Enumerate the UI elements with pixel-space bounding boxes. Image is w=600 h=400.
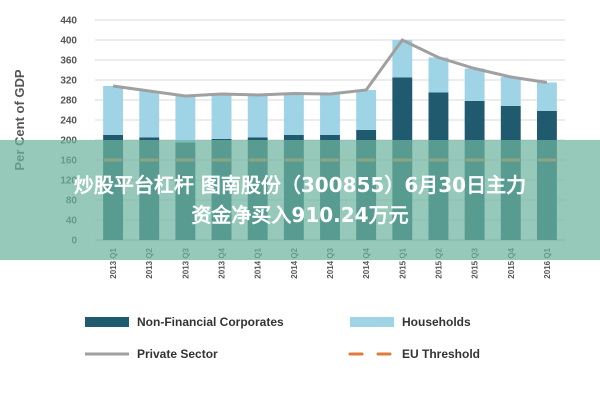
legend-label-private-sector: Private Sector	[137, 347, 218, 361]
bar-households	[392, 40, 413, 78]
bar-households	[536, 82, 557, 111]
legend-label-non-financial-corporates: Non-Financial Corporates	[137, 315, 284, 329]
x-tick-label: 2014 Q2	[290, 247, 299, 278]
y-tick-label: 320	[60, 76, 77, 87]
bar-households	[211, 94, 232, 139]
x-tick-label: 2014 Q1	[254, 247, 263, 278]
bar-households	[175, 96, 196, 143]
y-tick-label: 280	[60, 96, 77, 107]
x-tick-label: 2015 Q2	[434, 247, 443, 278]
bar-households	[103, 86, 124, 135]
legend-label-eu-threshold: EU Threshold	[402, 347, 480, 361]
x-tick-label: 2014 Q4	[362, 247, 371, 278]
x-tick-label: 2013 Q3	[181, 247, 190, 278]
bar-households	[356, 90, 377, 130]
legend-swatch-non-financial-corporates	[85, 317, 129, 327]
bar-households	[464, 68, 485, 101]
x-tick-label: 2015 Q4	[507, 247, 516, 278]
legend-swatch-households	[350, 317, 394, 327]
bar-households	[139, 91, 160, 138]
x-tick-label: 2014 Q3	[326, 247, 335, 278]
bar-households	[500, 77, 521, 106]
y-tick-label: 440	[60, 16, 77, 27]
headline-banner: 炒股平台杠杆 图南股份（300855）6月30日主力 资金净买入910.24万元	[0, 140, 600, 260]
x-tick-label: 2013 Q4	[218, 247, 227, 278]
bar-households	[247, 95, 268, 138]
x-tick-label: 2013 Q1	[109, 247, 118, 278]
legend-label-households: Households	[402, 315, 471, 329]
x-tick-label: 2015 Q3	[471, 247, 480, 278]
y-tick-label: 360	[60, 56, 77, 67]
y-tick-label: 400	[60, 36, 77, 47]
x-axis-ticks: 2013 Q1 2013 Q2 2013 Q3 2013 Q4 2014 Q1 2014 …	[109, 247, 552, 278]
y-tick-label: 240	[60, 116, 77, 127]
bar-households	[428, 57, 449, 93]
headline-line-1: 炒股平台杠杆 图南股份（300855）6月30日主力	[73, 173, 527, 197]
x-tick-label: 2015 Q1	[398, 247, 407, 278]
x-tick-label: 2016 Q1	[543, 247, 552, 278]
bar-households	[283, 93, 304, 135]
legend: Non-Financial Corporates Households Privat…	[85, 315, 480, 361]
bar-households	[320, 94, 340, 135]
private-sector-line	[112, 38, 548, 98]
headline-line-2: 资金净买入910.24万元	[191, 203, 409, 227]
x-tick-label: 2013 Q2	[145, 247, 154, 278]
